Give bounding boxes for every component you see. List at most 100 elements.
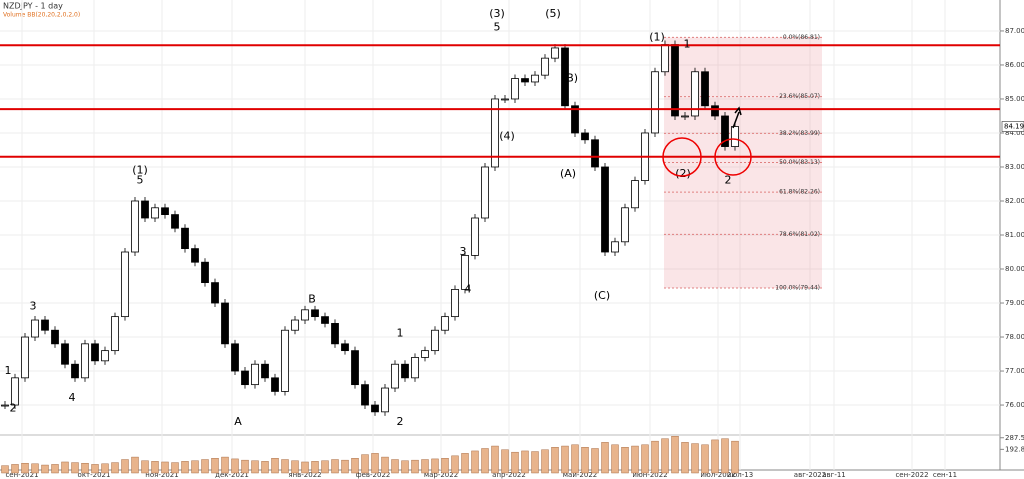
candle (131, 200, 139, 253)
wave-label: (5) (545, 7, 561, 20)
candle (421, 350, 429, 358)
volume-bar (101, 463, 109, 474)
wave-label: (B) (562, 72, 578, 85)
volume-bar (561, 445, 569, 474)
y-tick-label: 81.00 (1005, 231, 1024, 239)
chart-title: NZDJPY - 1 day (3, 2, 63, 11)
volume-bar (11, 464, 19, 474)
volume-bar (651, 440, 659, 474)
y-tick-label: 76.00 (1005, 401, 1024, 409)
wave-label: (C) (594, 289, 610, 302)
candle (1, 404, 9, 407)
candle (101, 350, 109, 362)
volume-bar (411, 459, 419, 474)
volume-bar (61, 461, 69, 474)
volume-bar (691, 443, 699, 474)
volume-bar (201, 459, 209, 474)
candle (541, 57, 549, 76)
volume-bar (711, 439, 719, 474)
volume-bar (591, 448, 599, 474)
volume-bar (401, 460, 409, 474)
candle (61, 343, 69, 365)
volume-bar (41, 464, 49, 474)
volume-bar (641, 444, 649, 474)
candle (551, 47, 559, 59)
candle (21, 336, 29, 379)
y-tick-label: 79.00 (1005, 299, 1024, 307)
candle (661, 44, 669, 73)
y-tick-label: 84.00 (1005, 129, 1024, 137)
candle (611, 241, 619, 253)
volume-bar (521, 450, 529, 474)
x-tick-label: май-2022 (563, 471, 597, 479)
fib-label: 0.0%(86.81) (783, 34, 820, 41)
fib-label: 38.2%(83.99) (779, 130, 820, 137)
volume-bar (611, 444, 619, 474)
wave-label: 2 (10, 401, 17, 414)
volume-bar (361, 454, 369, 474)
candle (481, 166, 489, 219)
volume-bar (51, 464, 59, 474)
candle (51, 329, 59, 345)
volume-bar (581, 447, 589, 474)
y-tick-label: 87.00 (1005, 27, 1024, 35)
candle (251, 363, 259, 386)
wave-label: 2 (397, 415, 404, 428)
wave-label: (1) (649, 31, 665, 44)
wave-label: 3 (460, 245, 467, 258)
volume-bar (601, 442, 609, 474)
candle (371, 404, 379, 413)
candle (231, 343, 239, 372)
wave-label: 2 (725, 174, 732, 187)
x-tick-label: ноя-2021 (145, 471, 178, 479)
volume-bar (511, 451, 519, 474)
volume-bar (421, 459, 429, 474)
volume-bar (131, 456, 139, 474)
candle (441, 316, 449, 331)
candle (621, 207, 629, 243)
wave-label: 1 (5, 364, 12, 377)
candle (211, 282, 219, 304)
wave-label: 4 (69, 391, 76, 404)
candle (681, 115, 689, 118)
volume-bar (151, 461, 159, 474)
fib-label: 61.8%(82.26) (779, 189, 820, 196)
volume-bar (661, 438, 669, 474)
candle (651, 71, 659, 134)
fib-zone (664, 37, 822, 289)
candle (91, 343, 99, 362)
candle (261, 363, 269, 379)
x-tick-label: сен-11 (933, 471, 957, 479)
candle (411, 357, 419, 379)
candle (351, 350, 359, 386)
volume-bar (491, 445, 499, 474)
wave-label: 5 (494, 21, 501, 34)
volume-bar (551, 447, 559, 474)
highlight-circle (714, 138, 752, 176)
fib-label: 23.6%(85.07) (779, 93, 820, 100)
candle (281, 329, 289, 392)
candle (381, 387, 389, 413)
volume-bar (321, 460, 329, 474)
candle (431, 329, 439, 352)
candle (271, 377, 279, 392)
candle (731, 126, 739, 147)
volume-bar (431, 458, 439, 474)
volume-bar (471, 450, 479, 474)
volume-bar (241, 459, 249, 474)
candle (601, 166, 609, 253)
volume-tick-label: 287.56 (1005, 434, 1024, 442)
wave-label: 1 (397, 327, 404, 340)
candle (151, 207, 159, 219)
candle (501, 98, 509, 101)
candle (531, 74, 539, 83)
volume-bar (721, 438, 729, 474)
candle (311, 309, 319, 318)
volume-bar (381, 456, 389, 474)
y-tick-label: 80.00 (1005, 265, 1024, 273)
candle (321, 316, 329, 324)
candle (711, 105, 719, 117)
candle (221, 302, 229, 345)
volume-bar (261, 461, 269, 474)
candle (591, 139, 599, 168)
